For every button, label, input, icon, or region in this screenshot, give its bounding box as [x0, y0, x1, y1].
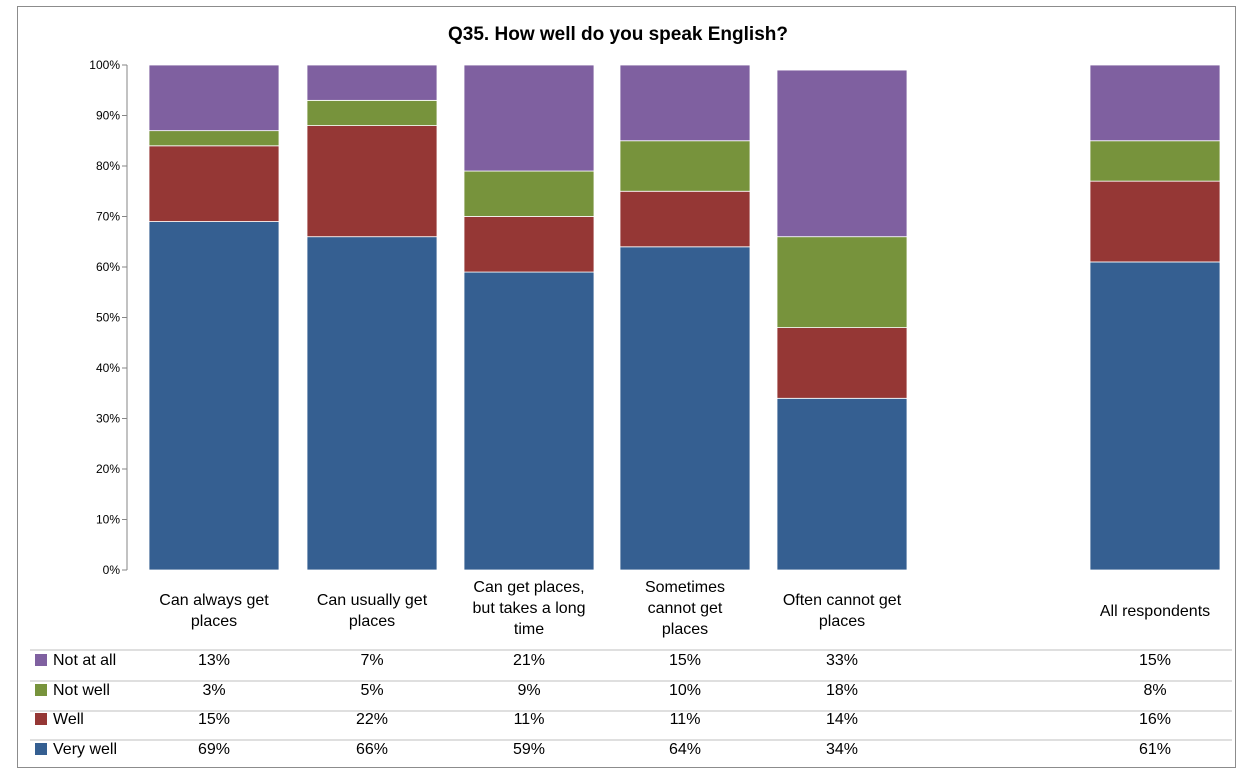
legend-label: Not well [53, 682, 110, 699]
category-label: Can always get [159, 592, 269, 609]
legend-label: Not at all [53, 652, 116, 669]
y-tick-label: 90% [96, 109, 120, 123]
y-tick-label: 20% [96, 462, 120, 476]
category-label: Sometimes [645, 579, 725, 596]
table-cell: 64% [669, 741, 701, 758]
legend-swatch [35, 684, 47, 696]
legend-label: Very well [53, 741, 117, 758]
table-cell: 59% [513, 741, 545, 758]
y-tick-label: 30% [96, 412, 120, 426]
category-label: but takes a long [473, 600, 586, 617]
bar-segment [463, 216, 595, 273]
data-table: Not at all 13% 7% 21% 15% 33% 15% Not well 3% 5% 9… [30, 649, 1232, 758]
table-cell: 61% [1139, 741, 1171, 758]
table-cell: 16% [1139, 711, 1171, 728]
category-label: places [349, 613, 395, 630]
category-label: Often cannot get [783, 592, 902, 609]
bar-segment [776, 69, 908, 238]
bar-segment [1089, 64, 1221, 142]
category-label: places [191, 613, 237, 630]
bar-segment [619, 190, 751, 248]
chart-title: Q35. How well do you speak English? [448, 24, 788, 45]
table-cell: 69% [198, 741, 230, 758]
bar-segment [776, 236, 908, 328]
bar-segment [148, 64, 280, 132]
table-cell: 13% [198, 652, 230, 669]
y-tick-label: 50% [96, 311, 120, 325]
legend-swatch [35, 743, 47, 755]
table-cell: 11% [514, 711, 545, 728]
table-cell: 8% [1143, 682, 1166, 699]
legend-swatch [35, 654, 47, 666]
y-tick-label: 40% [96, 361, 120, 375]
chart-frame [17, 6, 1236, 768]
table-cell: 14% [826, 711, 858, 728]
table-cell: 10% [669, 682, 701, 699]
bar-segment [148, 221, 280, 571]
y-tick-label: 80% [96, 159, 120, 173]
category-label: cannot get [648, 600, 723, 617]
bar-segment [619, 140, 751, 192]
table-cell: 34% [826, 741, 858, 758]
category-label: All respondents [1100, 603, 1210, 620]
bar-segment [306, 64, 438, 101]
table-cell: 21% [513, 652, 545, 669]
bar-segment [306, 125, 438, 238]
bar-segment [463, 64, 595, 172]
table-cell: 15% [198, 711, 230, 728]
y-tick-label: 100% [89, 58, 120, 72]
table-cell: 9% [517, 682, 540, 699]
bar-segment [463, 170, 595, 217]
bar-segment [619, 246, 751, 571]
table-cell: 5% [360, 682, 383, 699]
bar-segment [1089, 140, 1221, 182]
table-cell: 33% [826, 652, 858, 669]
bar-segment [306, 236, 438, 571]
y-tick-label: 10% [96, 513, 120, 527]
y-tick-label: 60% [96, 260, 120, 274]
bar-segment [148, 130, 280, 147]
bar-segment [619, 64, 751, 142]
table-cell: 15% [1139, 652, 1171, 669]
table-cell: 11% [670, 711, 701, 728]
table-cell: 22% [356, 711, 388, 728]
bar-segment [148, 145, 280, 222]
bar-segment [306, 99, 438, 126]
table-cell: 18% [826, 682, 858, 699]
bar-segment [776, 397, 908, 571]
y-tick-label: 0% [103, 563, 121, 577]
category-label: Can usually get [317, 592, 428, 609]
y-axis: 0% 10% 20% 30% 40% 50% 60% 70% 80% 90% 100% [89, 58, 128, 577]
table-cell: 66% [356, 741, 388, 758]
bar-segment [1089, 180, 1221, 263]
category-label: places [819, 613, 865, 630]
category-label: places [662, 621, 708, 638]
bar-segment [463, 271, 595, 571]
category-labels: Can always get places Can usually get place… [159, 579, 1210, 638]
table-cell: 7% [360, 652, 383, 669]
category-label: Can get places, [473, 579, 584, 596]
bar-segment [776, 327, 908, 399]
table-cell: 15% [669, 652, 701, 669]
table-cell: 3% [202, 682, 225, 699]
y-tick-label: 70% [96, 210, 120, 224]
legend-label: Well [53, 711, 84, 728]
category-label: time [514, 621, 544, 638]
bar-segment [1089, 261, 1221, 571]
bars [148, 64, 1221, 571]
legend-swatch [35, 713, 47, 725]
